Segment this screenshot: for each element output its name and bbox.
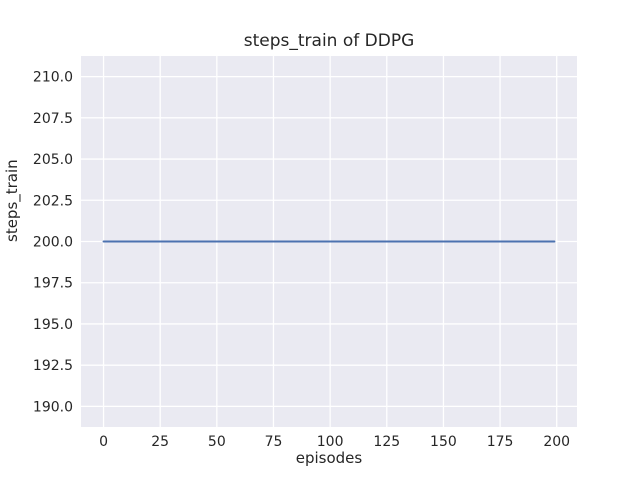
y-tick-label: 202.5 xyxy=(33,193,73,209)
y-tick-label: 200.0 xyxy=(33,235,73,251)
x-tick-label: 125 xyxy=(373,434,400,450)
y-tick-label: 207.5 xyxy=(33,111,73,127)
y-tick-label: 192.5 xyxy=(33,358,73,374)
x-tick-label: 25 xyxy=(151,434,169,450)
y-tick-label: 197.5 xyxy=(33,276,73,292)
chart-title: steps_train of DDPG xyxy=(243,31,415,51)
y-tick-label: 190.0 xyxy=(33,399,73,415)
y-tick-label: 195.0 xyxy=(33,317,73,333)
x-tick-label: 150 xyxy=(430,434,457,450)
y-axis-label: steps_train xyxy=(3,159,21,242)
x-tick-label: 200 xyxy=(543,434,570,450)
x-axis-label: episodes xyxy=(295,449,363,467)
x-tick-label: 175 xyxy=(487,434,514,450)
y-tick-label: 210.0 xyxy=(33,70,73,86)
y-tick-label: 205.0 xyxy=(33,152,73,168)
x-tick-label: 50 xyxy=(208,434,226,450)
x-tick-label: 0 xyxy=(99,434,108,450)
x-tick-label: 75 xyxy=(265,434,283,450)
x-tick-label: 100 xyxy=(317,434,344,450)
